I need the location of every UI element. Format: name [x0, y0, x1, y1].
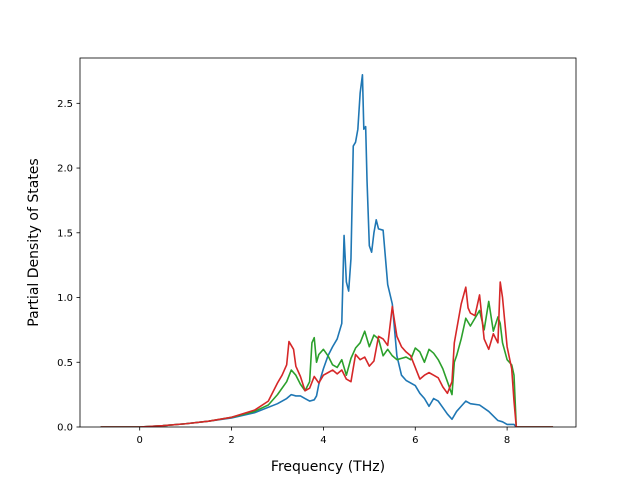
- x-tick-label: 6: [412, 435, 418, 446]
- y-tick-label: 1.5: [57, 228, 73, 239]
- x-tick-label: 0: [137, 435, 143, 446]
- series-layer: [100, 74, 554, 427]
- x-axis-title: Frequency (THz): [271, 459, 385, 475]
- x-tick-label: 8: [504, 435, 510, 446]
- y-tick-label: 0.0: [57, 423, 73, 434]
- y-tick-label: 1.0: [57, 293, 73, 304]
- x-axis-ticks: 0 2 4 6 8: [137, 427, 510, 446]
- y-tick-label: 0.5: [57, 358, 73, 369]
- plot-frame: [79, 57, 577, 428]
- y-tick-label: 2.0: [57, 164, 73, 175]
- series-line-2: [100, 300, 554, 427]
- y-axis-ticks: 0.0 0.5 1.0 1.5 2.0 2.5: [57, 99, 80, 434]
- plot-background: [80, 58, 576, 427]
- x-tick-label: 4: [320, 435, 326, 446]
- y-tick-label: 2.5: [57, 99, 73, 110]
- series-line-1: [100, 74, 554, 427]
- y-axis-title: Partial Density of States: [26, 158, 42, 326]
- series-line-3: [100, 281, 554, 427]
- x-tick-label: 2: [228, 435, 234, 446]
